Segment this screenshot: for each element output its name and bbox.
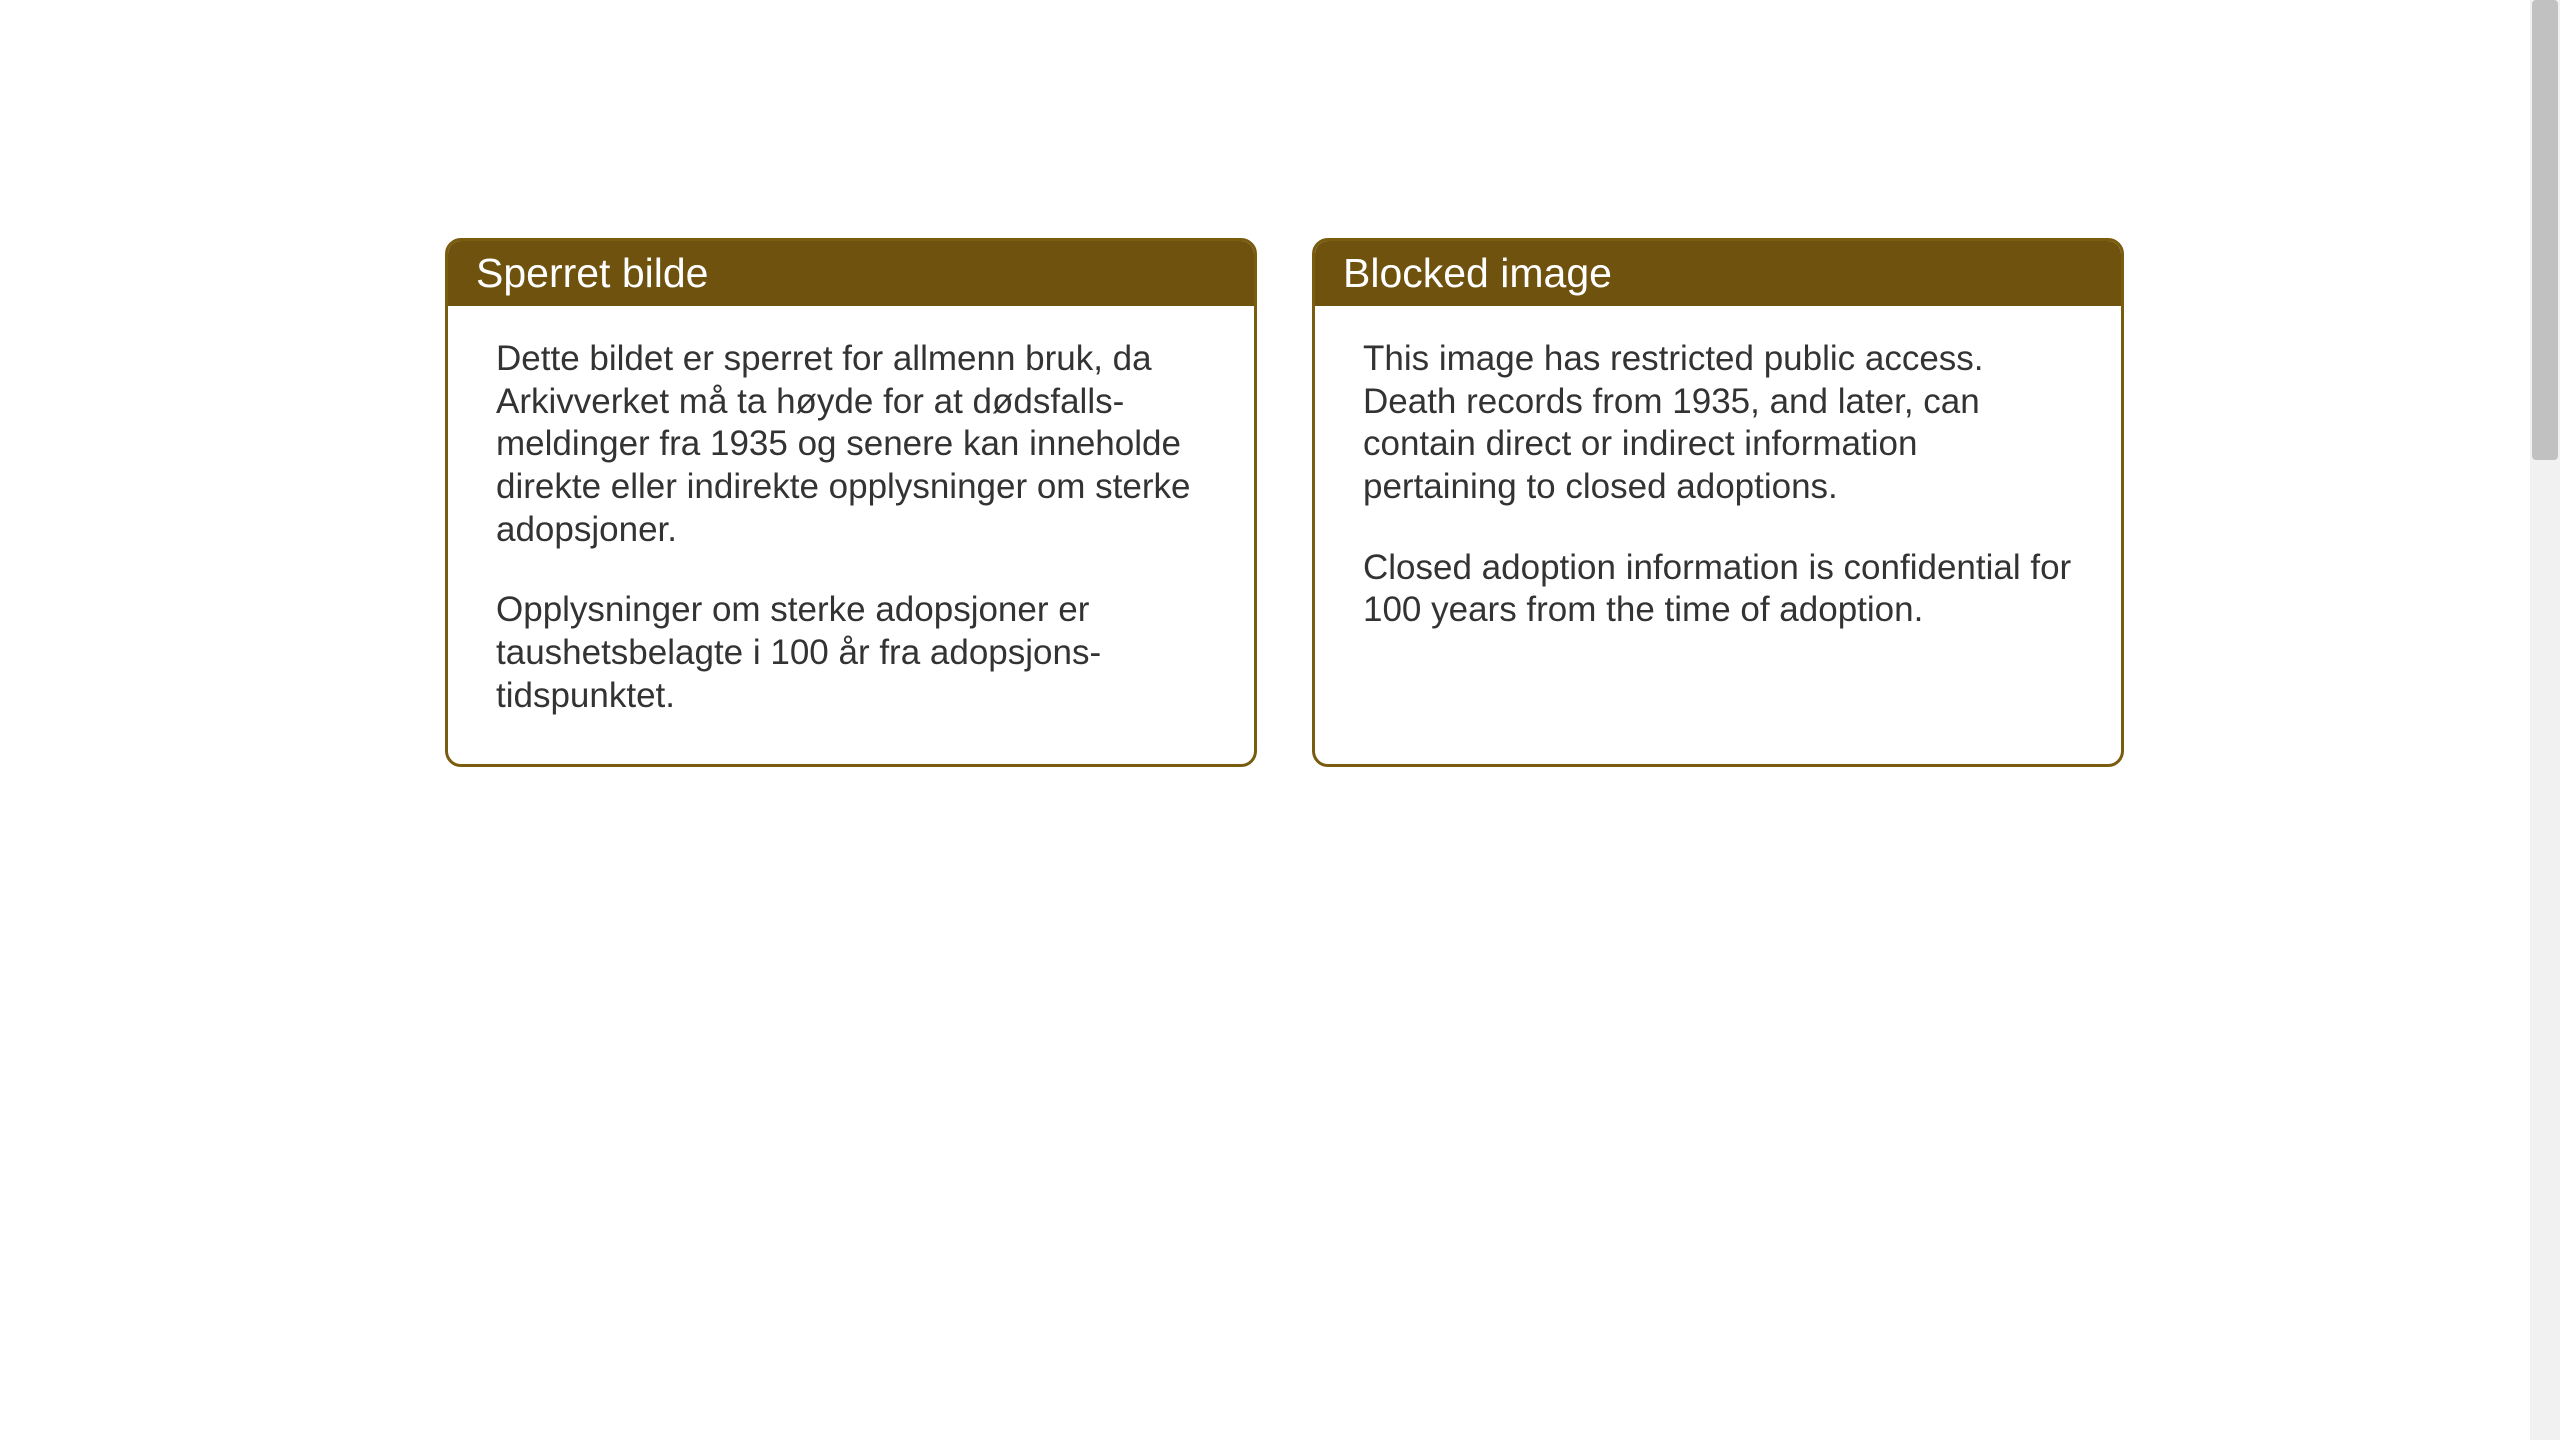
card-body-english: This image has restricted public access.…	[1315, 306, 2121, 678]
scrollbar-thumb[interactable]	[2532, 0, 2558, 460]
card-paragraph: Dette bildet er sperret for allmenn bruk…	[496, 338, 1206, 551]
cards-container: Sperret bilde Dette bildet er sperret fo…	[445, 238, 2124, 767]
card-header-norwegian: Sperret bilde	[448, 241, 1254, 306]
card-paragraph: Closed adoption information is confident…	[1363, 547, 2073, 632]
card-english: Blocked image This image has restricted …	[1312, 238, 2124, 767]
card-title: Sperret bilde	[476, 250, 708, 296]
card-header-english: Blocked image	[1315, 241, 2121, 306]
scrollbar-track[interactable]	[2530, 0, 2560, 1440]
card-paragraph: This image has restricted public access.…	[1363, 338, 2073, 509]
card-title: Blocked image	[1343, 250, 1612, 296]
card-body-norwegian: Dette bildet er sperret for allmenn bruk…	[448, 306, 1254, 764]
card-paragraph: Opplysninger om sterke adopsjoner er tau…	[496, 589, 1206, 717]
card-norwegian: Sperret bilde Dette bildet er sperret fo…	[445, 238, 1257, 767]
